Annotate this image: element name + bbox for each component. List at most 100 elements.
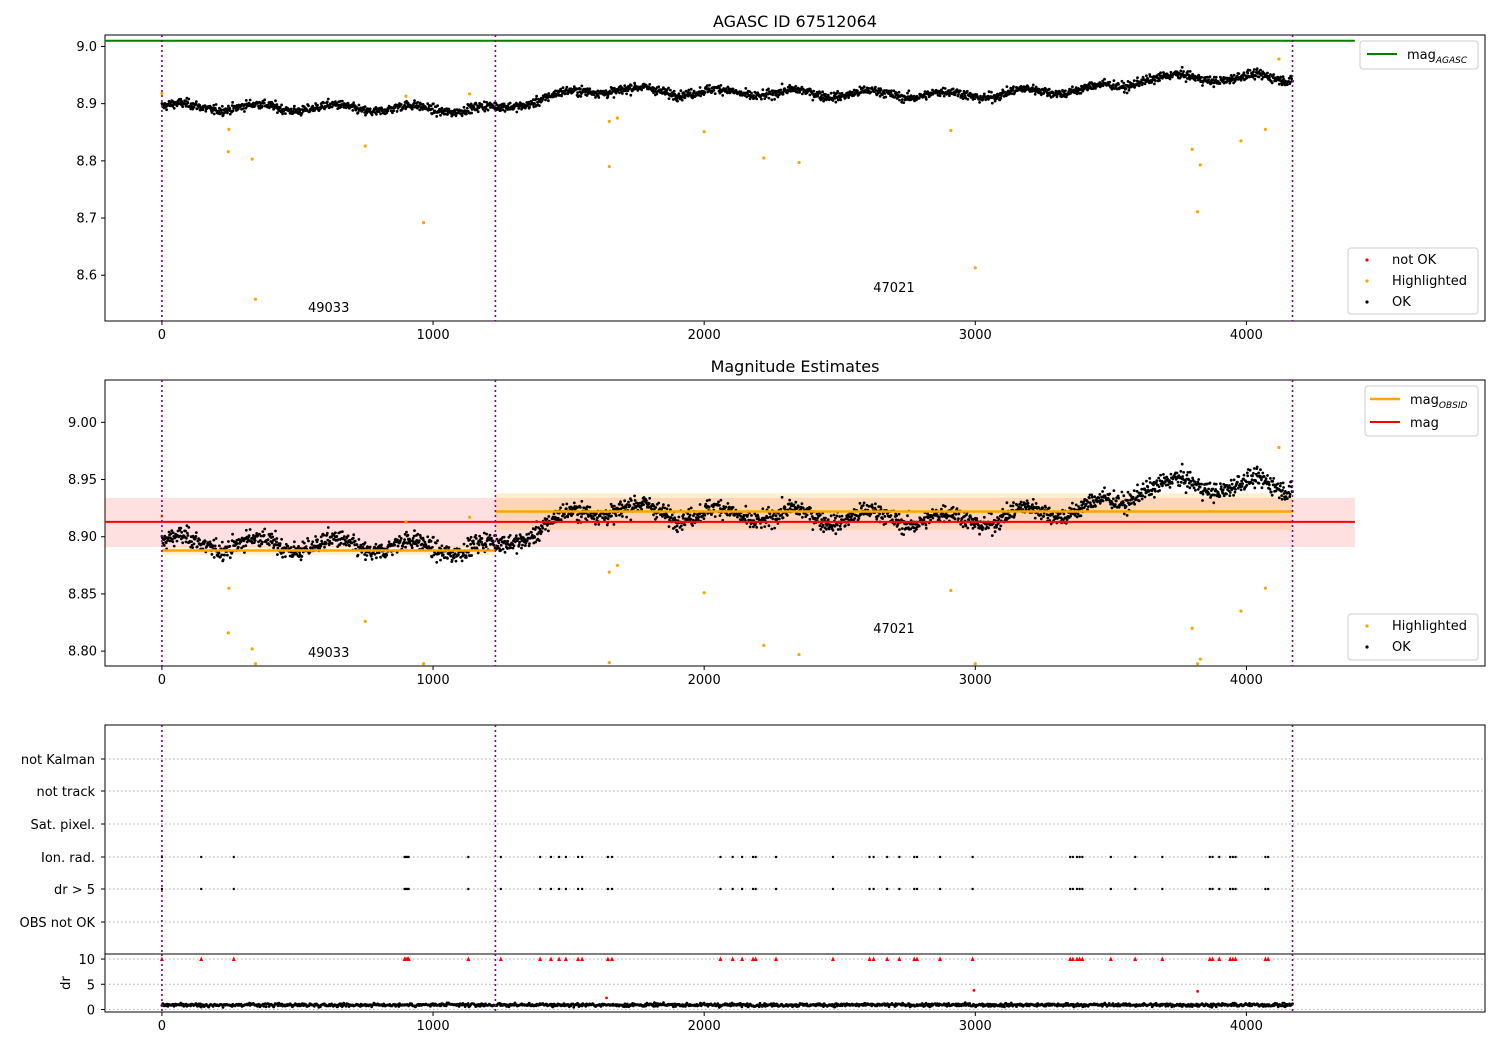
ok-point [194, 531, 198, 534]
ok-point [1252, 70, 1255, 74]
ok-point [746, 513, 750, 517]
ok-point [474, 534, 478, 537]
ok-point [274, 529, 277, 533]
ok-point [431, 107, 434, 111]
ok-point [1168, 77, 1172, 81]
ion-rad-flag-point [564, 855, 568, 859]
ok-point [642, 503, 645, 506]
ok-point [1086, 85, 1090, 88]
ok-point [240, 546, 244, 550]
ok-point [1071, 501, 1074, 505]
ok-point [1047, 506, 1051, 510]
ok-point [325, 531, 329, 535]
highlighted-point [1190, 147, 1194, 151]
ok-point [195, 545, 199, 548]
ok-point [1025, 499, 1029, 503]
ok-point [648, 83, 652, 86]
ok-point [1201, 84, 1204, 87]
highlighted-point [1239, 609, 1243, 613]
ok-point [798, 91, 801, 94]
ok-point [614, 514, 618, 517]
ok-point [1176, 480, 1180, 484]
ok-point [627, 500, 630, 504]
ok-point [480, 103, 484, 106]
ok-point [857, 517, 861, 520]
ok-point [1162, 473, 1165, 476]
ok-point [902, 101, 906, 104]
highlighted-point [702, 130, 706, 134]
ok-point [541, 526, 545, 530]
ok-point [412, 101, 416, 105]
highlighted-point [468, 92, 472, 96]
ok-point [569, 505, 573, 509]
ok-point [640, 88, 644, 92]
ok-point [518, 540, 521, 544]
ok-point [843, 524, 847, 527]
ok-point [867, 87, 871, 90]
dr-flag-point [868, 887, 871, 891]
ok-point [314, 535, 317, 538]
ok-point [274, 543, 278, 547]
ok-point [597, 96, 601, 99]
ok-point [386, 109, 390, 113]
ok-point [416, 532, 420, 536]
ok-point [307, 104, 310, 108]
ok-point [1200, 482, 1203, 486]
ok-point [871, 506, 874, 509]
ok-point [1201, 499, 1204, 502]
ion-rad-flag-point [719, 855, 722, 859]
ok-point [1011, 504, 1015, 508]
dr-flag-point [580, 887, 584, 891]
ok-point [1039, 517, 1043, 521]
ok-point [226, 553, 229, 557]
ok-point [395, 110, 399, 113]
ok-point [840, 91, 844, 95]
highlighted-point [973, 662, 977, 666]
ok-point [271, 535, 275, 539]
ok-point [274, 99, 277, 103]
ok-point [359, 543, 363, 547]
ok-point [953, 517, 957, 521]
dr-flag-point [576, 887, 580, 891]
highlighted-point [227, 127, 231, 131]
ok-point [1074, 86, 1078, 90]
ok-point [341, 530, 344, 533]
ok-point [292, 545, 296, 549]
ok-point [835, 523, 839, 527]
ok-point [1259, 468, 1262, 472]
legend-swatch [1365, 645, 1369, 649]
ok-point [805, 513, 809, 517]
ok-point [1126, 498, 1129, 502]
ok-point [198, 103, 202, 107]
ok-point [221, 113, 225, 117]
ok-point [403, 538, 406, 542]
legend-mag-label: mag [1410, 416, 1439, 431]
ok-point [346, 101, 350, 105]
ok-point [370, 113, 374, 117]
ok-point [655, 92, 659, 96]
ok-point [1064, 89, 1067, 93]
ok-point [1260, 478, 1263, 482]
ok-point [533, 102, 537, 106]
ok-point [884, 95, 888, 99]
dr-flag-point [499, 887, 503, 891]
obsid-label: 47021 [873, 622, 914, 637]
ok-point [1238, 482, 1242, 486]
ok-point [1290, 77, 1293, 81]
ok-point [613, 504, 616, 508]
ok-point [1133, 86, 1136, 89]
ok-point [260, 104, 264, 108]
ok-point [239, 540, 243, 543]
ok-point [999, 96, 1003, 100]
ok-point [1218, 495, 1222, 498]
ok-point [465, 106, 469, 110]
ok-point [1108, 80, 1112, 84]
ok-point [798, 512, 801, 516]
highlighted-point [615, 563, 620, 567]
highlighted-point [363, 144, 367, 148]
ok-point [1261, 471, 1265, 475]
ok-point [270, 532, 274, 536]
highlighted-point [227, 586, 231, 590]
ok-point [1141, 494, 1144, 498]
ok-point [586, 87, 589, 90]
